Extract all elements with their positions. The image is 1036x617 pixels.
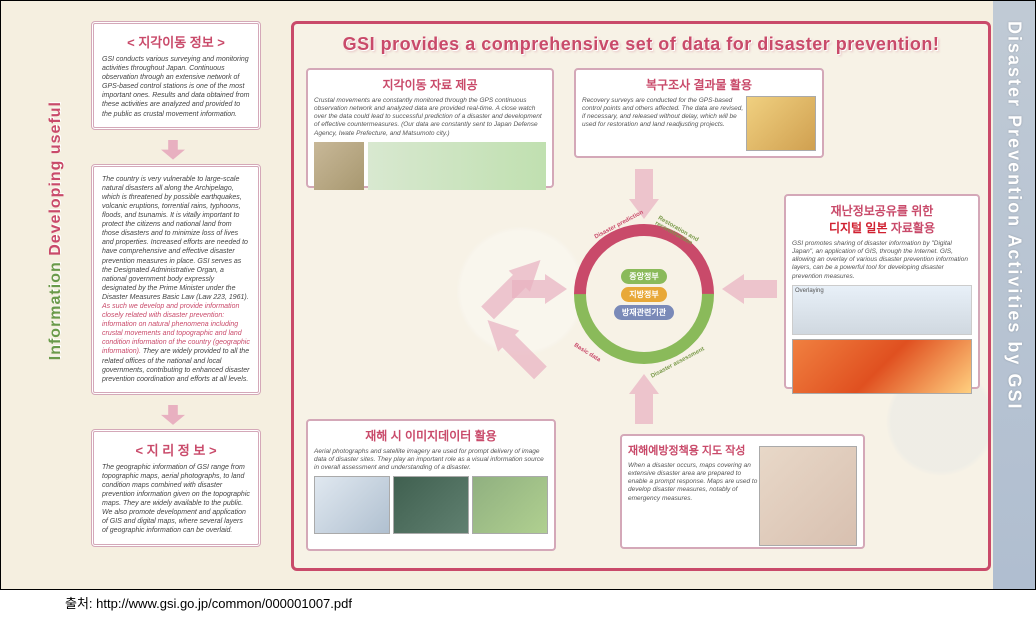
overlay-label: Overlaying — [795, 288, 824, 294]
left-box-3-text: The geographic information of GSI range … — [102, 463, 250, 536]
arrow-up-icon — [629, 374, 659, 424]
center-hub: Disaster prediction Restoration and reco… — [574, 224, 714, 364]
arrow-down-icon — [629, 169, 659, 219]
panel-bl-images — [314, 476, 548, 534]
panel-tl-images — [314, 142, 546, 190]
panel-br-title: 재해예방정책용 지도 작성 — [628, 442, 758, 458]
disaster-map-graphic — [759, 446, 857, 546]
panel-tr-title: 복구조사 결과물 활용 — [582, 76, 816, 93]
left-box-2a: The country is very vulnerable to large-… — [102, 176, 249, 301]
aircraft-photo — [314, 476, 390, 534]
panel-recovery-survey: 복구조사 결과물 활용 Recovery surveys are conduct… — [574, 68, 824, 158]
panel-prevention-maps: 재해예방정책용 지도 작성 When a disaster occurs, ma… — [620, 434, 865, 549]
panel-r-title-a: 재난정보공유를 위한 — [831, 204, 934, 218]
left-box-3-title: < 지 리 정 보 > — [102, 440, 250, 459]
arrow-left-icon — [722, 274, 777, 304]
main-diagram-area: GSI provides a comprehensive set of data… — [291, 21, 991, 571]
left-box-1-title: < 지각이동 정보 > — [102, 32, 250, 51]
panel-bl-text: Aerial photographs and satellite imagery… — [314, 448, 548, 472]
panel-tr-text: Recovery surveys are conducted for the G… — [582, 97, 747, 130]
overlay-diagram: Overlaying — [792, 285, 972, 335]
source-citation: 출처: http://www.gsi.go.jp/common/00000100… — [65, 593, 352, 612]
panel-br-text: When a disaster occurs, maps covering an… — [628, 462, 758, 503]
survey-workers-photo — [746, 96, 816, 151]
left-box-1-text: GSI conducts various surveying and monit… — [102, 55, 250, 119]
japan-map-graphic — [368, 142, 546, 190]
hub-tag-agency: 방재관련기관 — [614, 305, 674, 320]
right-bar-title: Disaster Prevention Activities by GSI — [1004, 21, 1025, 410]
main-title: GSI provides a comprehensive set of data… — [304, 34, 978, 55]
satellite-graphic — [472, 476, 548, 534]
left-box-crustal: < 지각이동 정보 > GSI conducts various surveyi… — [91, 21, 261, 130]
arrow-down-icon — [161, 140, 185, 160]
panel-r-title-b: 디지털 일본 — [829, 221, 888, 235]
hub-tag-central: 중앙정부 — [621, 269, 666, 284]
arrow-diag-icon — [477, 309, 551, 383]
panel-tl-title: 지각이동 자료 제공 — [314, 76, 546, 93]
aerial-photo — [393, 476, 469, 534]
surveyor-photo — [314, 142, 364, 190]
terrain-3d-graphic — [792, 339, 972, 394]
panel-tl-text: Crustal movements are constantly monitor… — [314, 97, 546, 138]
left-box-middle: The country is very vulnerable to large-… — [91, 164, 261, 395]
panel-r-text: GSI promotes sharing of disaster informa… — [792, 240, 972, 281]
panel-image-data: 재해 시 이미지데이터 활용 Aerial photographs and sa… — [306, 419, 556, 551]
left-box-2-text: The country is very vulnerable to large-… — [102, 175, 250, 384]
panel-crustal-data: 지각이동 자료 제공 Crustal movements are constan… — [306, 68, 554, 188]
panel-digital-japan: 재난정보공유를 위한 디지털 일본 자료활용 GSI promotes shar… — [784, 194, 980, 389]
panel-r-title: 재난정보공유를 위한 디지털 일본 자료활용 — [792, 202, 972, 236]
hub-tag-local: 지방정부 — [621, 287, 666, 302]
panel-bl-title: 재해 시 이미지데이터 활용 — [314, 427, 548, 444]
panel-r-title-c: 자료활용 — [888, 221, 936, 235]
arrow-down-icon — [161, 405, 185, 425]
right-sidebar: Disaster Prevention Activities by GSI — [993, 1, 1035, 589]
page-frame: Disaster Prevention Activities by GSI In… — [0, 0, 1036, 590]
left-column: < 지각이동 정보 > GSI conducts various surveyi… — [41, 21, 261, 571]
left-box-geographic: < 지 리 정 보 > The geographic information o… — [91, 429, 261, 547]
hub-center: 중앙정부 지방정부 방재관련기관 — [602, 252, 686, 336]
